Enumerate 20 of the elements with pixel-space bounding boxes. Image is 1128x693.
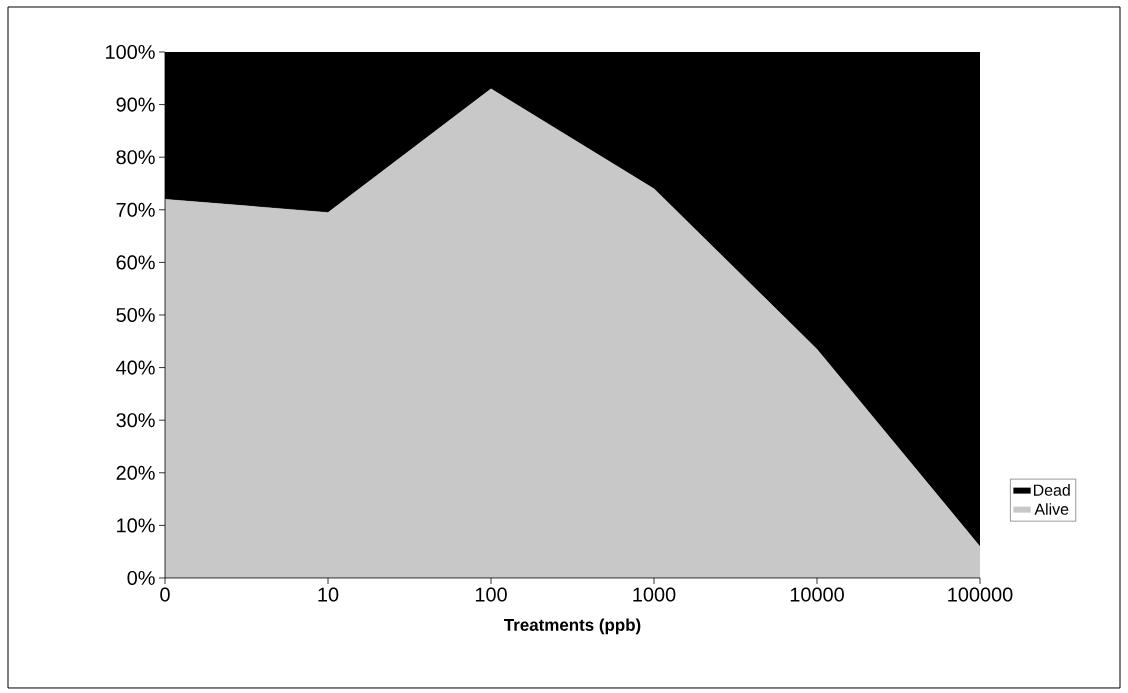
x-tick-label: 0 xyxy=(160,587,170,602)
y-tick-label: 0% xyxy=(127,570,155,586)
x-axis-title: Treatments (ppb) xyxy=(504,618,641,635)
y-tick-label: 60% xyxy=(116,255,155,270)
y-tick-label: 90% xyxy=(116,97,155,112)
x-tick-label: 100 xyxy=(475,587,507,602)
x-tick-label: 10000 xyxy=(790,587,844,602)
y-tick-label: 70% xyxy=(116,202,155,217)
legend-label: Alive xyxy=(1034,503,1069,515)
y-tick-label: 30% xyxy=(116,413,155,428)
y-tick-label: 20% xyxy=(116,465,155,480)
y-tick-label: 10% xyxy=(117,518,155,533)
legend-label: Dead xyxy=(1033,484,1070,496)
y-tick-label: 100% xyxy=(106,44,155,60)
y-tick-label: 80% xyxy=(116,150,155,165)
x-tick-label: 100000 xyxy=(948,587,1013,602)
x-tick-label: 1000 xyxy=(633,587,676,602)
x-tick-label: 10 xyxy=(318,587,339,602)
y-tick-label: 40% xyxy=(116,360,155,375)
y-tick-label: 50% xyxy=(116,307,155,323)
